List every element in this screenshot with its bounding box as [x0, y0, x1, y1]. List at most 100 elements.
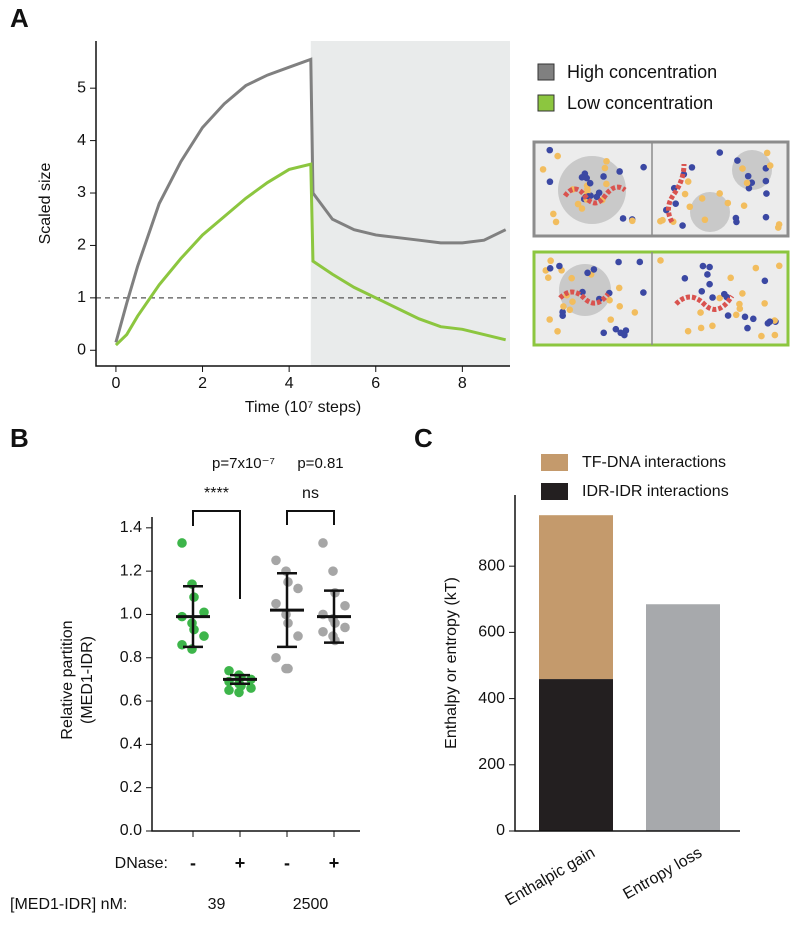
schematic-dot — [578, 174, 586, 181]
schematic-dot — [766, 162, 774, 169]
schematic-dot — [761, 277, 769, 285]
schematic-dot — [762, 213, 770, 221]
data-point — [318, 626, 328, 637]
bar-segment — [539, 679, 613, 831]
schematic-dot — [595, 189, 603, 197]
schematic-dot — [709, 322, 716, 330]
y-tick-label: 4 — [77, 132, 86, 149]
schematic-dot — [607, 316, 615, 323]
bar-segment — [646, 604, 720, 831]
schematic-dot — [744, 324, 751, 332]
legend-swatch — [537, 63, 555, 81]
axis-line — [95, 41, 510, 367]
schematic-dot — [706, 263, 713, 271]
x-tick-label: 8 — [458, 375, 467, 392]
x-tick-label: 0 — [111, 375, 120, 392]
data-point — [271, 598, 281, 609]
schematic — [532, 140, 790, 347]
schematic-dot — [684, 327, 692, 335]
significance-bracket — [192, 510, 241, 599]
schematic-dot — [701, 216, 709, 224]
schematic-dot — [566, 306, 574, 314]
schematic-dot — [584, 269, 591, 277]
schematic-dot — [727, 274, 734, 282]
schematic-dot — [601, 164, 609, 172]
schematic-dot — [568, 274, 575, 282]
schematic-dot — [724, 312, 732, 319]
data-point — [271, 652, 281, 663]
schematic-dot — [574, 200, 582, 208]
schematic-dot — [716, 149, 724, 156]
axis-title: Time (10⁷ steps) — [245, 399, 361, 416]
schematic-dot — [698, 288, 706, 295]
schematic-dot — [552, 218, 560, 226]
axis-title: Enthalpy or entropy (kT) — [443, 577, 460, 749]
p-value: p=0.81 — [297, 455, 343, 472]
schematic-dot — [736, 305, 744, 313]
y-tick-label: 1 — [77, 289, 86, 306]
data-point — [224, 685, 234, 696]
schematic-dot — [547, 257, 554, 265]
schematic-dot — [616, 302, 624, 310]
data-point — [234, 687, 244, 698]
schematic-dot — [681, 275, 689, 282]
y-tick-label: 0 — [496, 822, 505, 839]
schematic-dot — [697, 309, 704, 316]
schematic-dot — [640, 289, 647, 296]
schematic-dot — [775, 262, 783, 270]
schematic-dot — [554, 152, 561, 160]
schematic-dot — [586, 179, 594, 187]
axis-title: Scaled size — [37, 162, 54, 244]
schematic-dot — [606, 296, 613, 304]
schematic-dot — [763, 190, 770, 197]
schematic-dot — [631, 309, 639, 316]
schematic-dot — [672, 200, 679, 207]
panel-label: A — [10, 3, 29, 33]
data-line — [114, 57, 507, 343]
schematic-dot — [600, 173, 607, 180]
schematic-dot — [762, 177, 770, 185]
x-tick-label: 2 — [198, 375, 207, 392]
schematic-dot — [697, 324, 705, 332]
schematic-dot — [590, 266, 598, 273]
legend-label: Low concentration — [567, 93, 713, 113]
y-tick-label: 1.4 — [120, 519, 142, 536]
row-label: [MED1-IDR] nM: — [10, 896, 127, 913]
legend-swatch — [537, 94, 555, 112]
y-tick-label: 600 — [478, 624, 505, 641]
shaded-region — [310, 41, 510, 366]
y-tick-label: 0.2 — [120, 779, 142, 796]
schematic-dot — [546, 146, 554, 154]
bar-segment — [539, 515, 613, 680]
schematic-dot — [686, 203, 694, 211]
y-tick-label: 0.8 — [120, 649, 142, 666]
schematic-dot — [546, 265, 554, 272]
schematic-dot — [684, 178, 692, 185]
schematic-dot — [774, 224, 782, 231]
schematic-dot — [560, 303, 567, 310]
y-tick-label: 5 — [77, 79, 86, 96]
condensate — [690, 192, 730, 232]
data-point — [293, 631, 303, 641]
schematic-dot — [706, 280, 713, 288]
schematic-dot — [556, 262, 563, 270]
schematic-dot — [732, 214, 740, 222]
legend-label: TF-DNA interactions — [582, 454, 726, 471]
schematic-dot — [748, 179, 756, 187]
schematic-dot — [743, 179, 751, 187]
category-label: + — [235, 853, 246, 873]
schematic-dot — [616, 168, 623, 175]
significance-bracket — [286, 510, 335, 525]
schematic-dot — [578, 205, 586, 212]
y-tick-label: 3 — [77, 184, 86, 201]
schematic-dot — [734, 157, 741, 164]
y-tick-label: 800 — [478, 557, 505, 574]
category-label: - — [190, 853, 196, 873]
schematic-dot — [761, 300, 768, 307]
data-point — [199, 631, 209, 641]
y-tick-label: 0 — [77, 341, 86, 358]
data-point — [177, 538, 187, 548]
y-tick-label: 0.6 — [120, 692, 142, 709]
y-tick-label: 200 — [478, 756, 505, 773]
